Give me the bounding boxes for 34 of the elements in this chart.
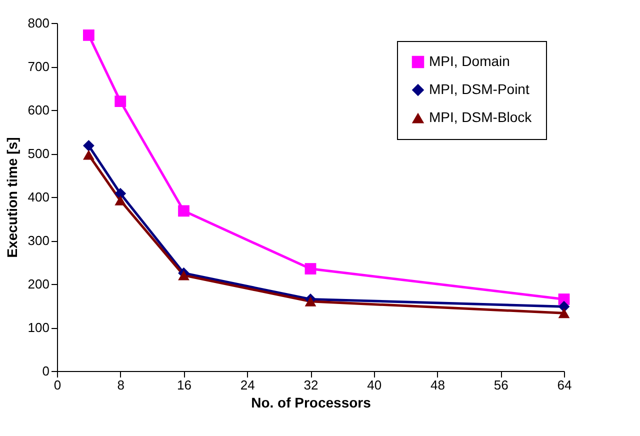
point (114, 96, 126, 107)
point (82, 29, 94, 41)
point (304, 263, 316, 274)
y-tick-label: 800 (28, 16, 50, 30)
x-tick-label: 40 (367, 378, 382, 392)
point (82, 140, 94, 152)
point (114, 188, 126, 200)
x-tick-label: 32 (304, 378, 318, 392)
x-tick-label: 48 (430, 378, 445, 392)
point (114, 196, 126, 206)
x-tick-label: 24 (240, 378, 255, 392)
x-axis-title: No. of Processors (251, 394, 372, 410)
y-tick-label: 700 (28, 59, 50, 74)
y-tick-label: 400 (28, 190, 50, 204)
point (82, 150, 94, 160)
point (178, 270, 190, 280)
legend-label: MPI, Domain (429, 53, 510, 69)
y-tick-label: 500 (28, 146, 50, 161)
point (304, 296, 316, 306)
point (558, 308, 570, 318)
y-tick-label: 200 (28, 276, 50, 292)
legend-label: MPI, DSM-Point (429, 81, 530, 97)
y-axis-title: Execution time [s] (4, 137, 20, 258)
y-tick-label: 300 (28, 233, 50, 248)
x-tick-label: 16 (177, 378, 192, 392)
y-tick-label: 0 (42, 364, 50, 378)
y-tick-label: 600 (28, 102, 50, 118)
legend-label: MPI, DSM-Block (429, 109, 533, 125)
point (178, 205, 190, 217)
y-tick-label: 100 (28, 320, 50, 335)
x-tick-label: 0 (54, 378, 62, 392)
x-tick-label: 64 (557, 378, 572, 392)
x-tick-label: 56 (494, 378, 508, 392)
x-tick-label: 8 (117, 378, 124, 392)
